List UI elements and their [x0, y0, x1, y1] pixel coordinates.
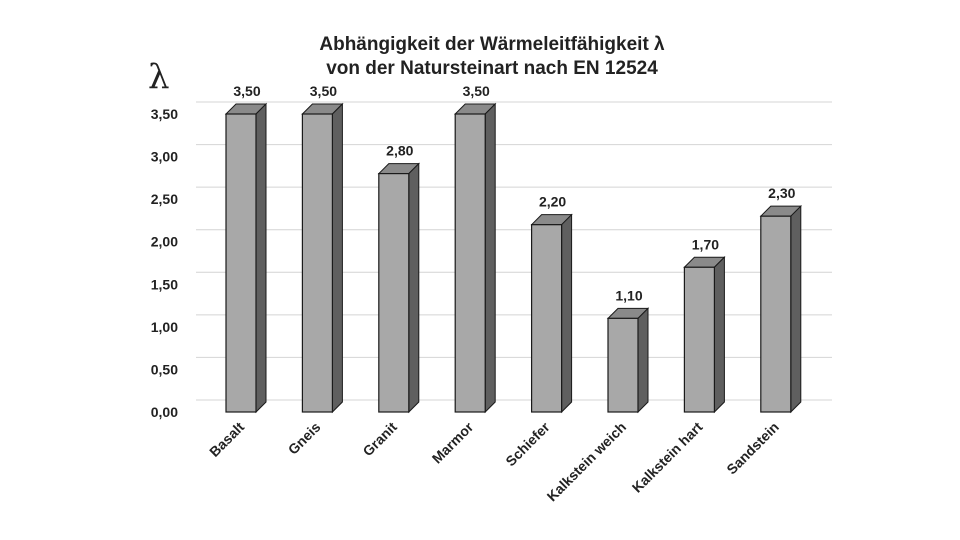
bar-front — [530, 224, 563, 413]
x-tick-label: Gneis — [285, 419, 324, 458]
x-tick-label: Marmor — [429, 418, 477, 466]
bar-side — [331, 102, 343, 414]
bar — [453, 102, 497, 414]
data-label: 2,30 — [768, 185, 795, 201]
bar-side — [484, 102, 496, 414]
chart-title-line-1: Abhängigkeit der Wärmeleitfähigkeit λ — [319, 34, 665, 55]
bar-side — [790, 204, 802, 414]
y-tick-label: 3,00 — [151, 149, 178, 165]
bar — [606, 307, 650, 414]
x-tick-label: Kalkstein weich — [544, 419, 630, 505]
value-labels: 3,50 3,50 2,80 3,50 2,20 1,10 1,70 2,30 — [233, 83, 795, 303]
data-label: 1,70 — [692, 236, 719, 252]
data-label: 3,50 — [463, 83, 490, 99]
bar-side — [255, 102, 267, 414]
bar — [301, 102, 344, 414]
bar — [759, 204, 803, 414]
y-tick-label: 0,50 — [151, 361, 178, 377]
y-tick-label: 1,50 — [151, 276, 178, 292]
bar-front — [760, 215, 792, 413]
data-label: 2,80 — [386, 143, 413, 159]
bar — [224, 102, 268, 414]
bar-front — [225, 113, 257, 413]
y-tick-label: 2,50 — [151, 191, 178, 207]
x-tick-label: Schiefer — [502, 418, 553, 469]
bars — [224, 102, 803, 414]
y-tick-label: 1,00 — [151, 319, 178, 335]
gridlines — [196, 101, 832, 401]
y-tick-label: 0,00 — [151, 404, 178, 420]
y-axis-label: λ — [148, 57, 170, 97]
bar — [530, 213, 573, 414]
bar-front — [607, 317, 639, 413]
data-label: 2,20 — [539, 194, 566, 210]
bar-side — [561, 213, 573, 414]
bar-front — [378, 173, 410, 413]
data-label: 3,50 — [233, 83, 260, 99]
y-axis-ticks: 0,00 0,50 1,00 1,50 2,00 2,50 3,00 3,50 — [151, 106, 178, 420]
bar-front — [454, 113, 486, 413]
bar-front — [683, 266, 716, 413]
data-label: 1,10 — [615, 287, 642, 303]
bar — [683, 256, 726, 414]
category-labels: Basalt Gneis Granit Marmor SchieferKalkstein… — [206, 418, 782, 504]
x-tick-label: Granit — [359, 419, 400, 460]
bar-side — [408, 162, 420, 414]
x-tick-label: Sandstein — [723, 419, 782, 478]
data-label: 3,50 — [310, 83, 337, 99]
x-tick-label: Kalkstein hart — [629, 419, 706, 496]
bar-side — [713, 256, 725, 414]
x-tick-label: Basalt — [206, 419, 247, 460]
bar — [377, 162, 421, 414]
chart-title-line-2: von der Natursteinart nach EN 12524 — [326, 58, 658, 79]
bar-front — [301, 113, 333, 413]
bar-side — [637, 307, 649, 414]
y-tick-label: 3,50 — [151, 106, 178, 122]
y-tick-label: 2,00 — [151, 234, 178, 250]
